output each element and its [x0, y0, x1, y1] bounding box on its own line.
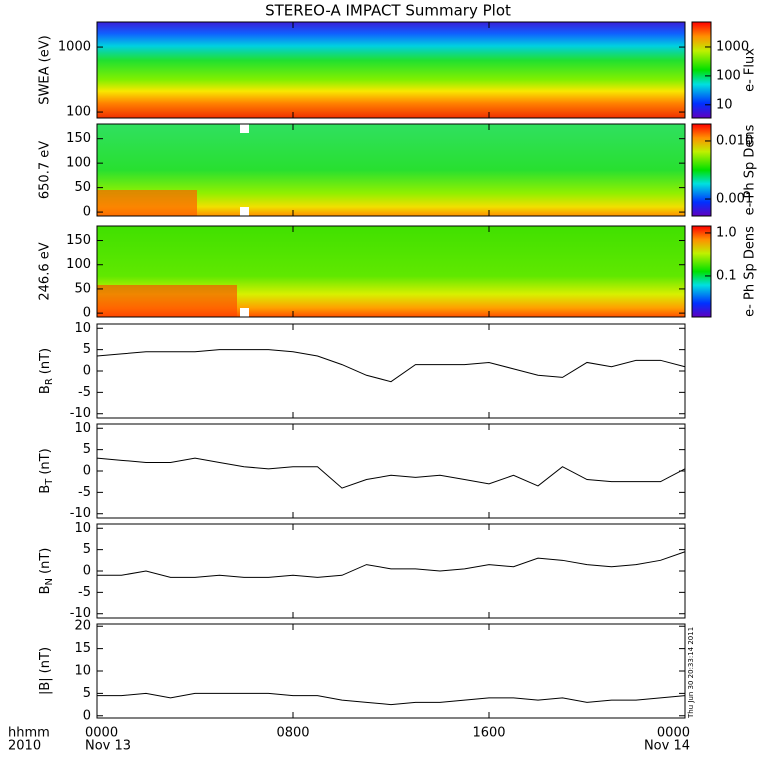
y-axis-label: BT (nT) — [38, 448, 56, 493]
y-tick-label: 10 — [74, 421, 91, 436]
y-axis-label: BN (nT) — [38, 548, 56, 595]
y-tick-label: 0 — [83, 708, 91, 723]
plot-frame — [96, 623, 686, 719]
y-tick-label: 10 — [74, 521, 91, 536]
spectrogram-feature — [97, 285, 237, 317]
y-tick-label: -5 — [78, 485, 91, 500]
data-line — [97, 551, 686, 578]
y-tick-label: -10 — [70, 506, 91, 521]
y-tick-label: 15 — [74, 641, 91, 656]
chart-title: STEREO-A IMPACT Summary Plot — [265, 2, 511, 20]
y-tick-label: -5 — [78, 385, 91, 400]
y-axis-label: |B| (nT) — [38, 647, 53, 695]
y-tick-label: 10 — [74, 664, 91, 679]
y-tick-label: 0 — [83, 364, 91, 379]
y-tick-label: 100 — [66, 257, 91, 272]
data-gap — [240, 308, 249, 317]
y-tick-label: 50 — [74, 180, 91, 195]
colorbar-label: e- Flux — [743, 48, 758, 92]
x-date-label: Nov 14 — [644, 739, 690, 754]
colorbar — [691, 21, 712, 119]
y-tick-label: 5 — [83, 542, 91, 557]
x-date-label: Nov 13 — [85, 739, 131, 754]
y-axis-label: SWEA (eV) — [38, 35, 53, 104]
y-axis-label-unit: (nT) — [38, 647, 53, 673]
plot-frame — [96, 323, 686, 419]
y-axis-label-sub: T — [44, 478, 55, 486]
y-tick-label: 50 — [74, 281, 91, 296]
y-tick-label: 0 — [83, 205, 91, 220]
plot-frame — [96, 423, 686, 519]
timestamp: Thu Jun 30 20:33:14 2011 — [687, 627, 695, 719]
y-axis-label: 650.7 eV — [38, 141, 53, 199]
y-axis-label-main: B — [38, 485, 53, 494]
corner-label: hhmm — [8, 726, 50, 741]
y-axis-label-main: B — [38, 385, 53, 394]
y-tick-label: 0 — [83, 464, 91, 479]
y-axis-label-main: B — [38, 585, 53, 594]
y-tick-label: 0 — [83, 306, 91, 321]
colorbar-tick-label: 1000 — [716, 39, 749, 54]
y-tick-label: 100 — [66, 105, 91, 120]
colorbar-label: e- Ph Sp Dens — [743, 226, 758, 317]
y-axis-label-unit: (nT) — [38, 548, 53, 574]
y-tick-label: -5 — [78, 585, 91, 600]
y-tick-label: -10 — [70, 406, 91, 421]
colorbar-tick-label: 0.001 — [716, 192, 753, 207]
colorbar-tick-label: 0.1 — [716, 268, 737, 283]
colorbar-label: e- Ph Sp Dens — [743, 124, 758, 215]
y-tick-label: 0 — [83, 564, 91, 579]
y-tick-label: 5 — [83, 342, 91, 357]
y-axis-label-unit: (nT) — [38, 448, 53, 474]
y-tick-label: -10 — [70, 606, 91, 621]
x-tick-label: 0800 — [276, 726, 309, 741]
corner-label: 2010 — [8, 739, 41, 754]
y-axis-label: BR (nT) — [38, 348, 56, 394]
y-tick-label: 10 — [74, 321, 91, 336]
data-gap — [240, 207, 249, 216]
data-line — [96, 457, 686, 489]
spectrogram-feature — [97, 190, 197, 216]
x-tick-label: 0000 — [85, 726, 118, 741]
spectrogram-image — [97, 22, 685, 118]
colorbar-tick-label: 100 — [716, 68, 741, 83]
plot-frame — [96, 523, 686, 619]
y-axis-label-unit: (nT) — [38, 348, 53, 374]
colorbar — [691, 225, 712, 318]
y-tick-label: 5 — [83, 442, 91, 457]
y-tick-label: 100 — [66, 156, 91, 171]
colorbar-tick-label: 1.0 — [716, 225, 737, 240]
y-tick-label: 150 — [66, 131, 91, 146]
plot-frame — [96, 21, 686, 119]
y-axis-label-sub: R — [44, 378, 55, 385]
data-line — [97, 692, 686, 706]
y-tick-label: 5 — [83, 686, 91, 701]
y-axis-label-main: |B| — [38, 677, 53, 695]
plot-frame — [96, 123, 686, 217]
data-gap — [240, 124, 249, 133]
y-axis-label-sub: N — [44, 578, 55, 585]
y-tick-label: 1000 — [58, 40, 91, 55]
data-line — [96, 349, 686, 383]
x-tick-label: 1600 — [472, 726, 505, 741]
x-tick-label: 0000 — [657, 726, 690, 741]
colorbar-tick-label: 0.010 — [716, 133, 753, 148]
y-axis-label: 246.6 eV — [38, 242, 53, 300]
colorbar-tick-label: 10 — [716, 97, 733, 112]
y-tick-label: 20 — [74, 619, 91, 634]
y-tick-label: 150 — [66, 233, 91, 248]
colorbar — [691, 123, 712, 217]
plot-frame — [96, 225, 686, 318]
